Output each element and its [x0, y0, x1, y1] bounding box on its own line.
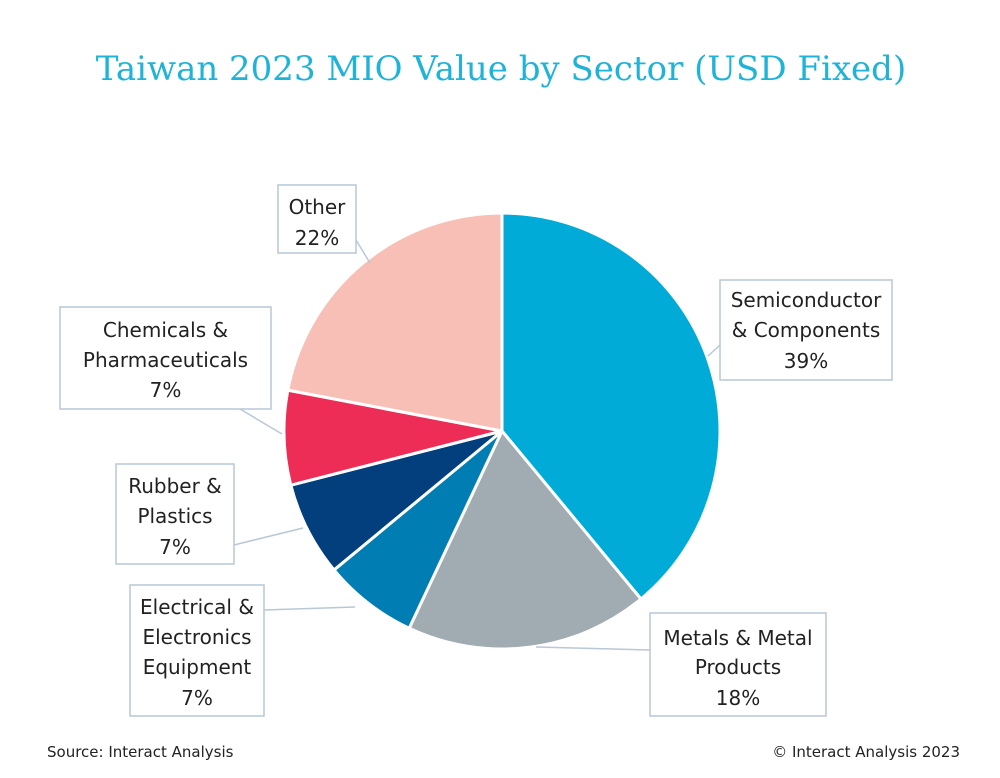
slice-label-rubber: Rubber & — [128, 474, 222, 498]
pie-slice-other — [286, 211, 504, 433]
callout-box-metals — [649, 612, 827, 717]
callout-electrical: Electrical & Electronics Equipment 7% — [129, 584, 356, 717]
slice-label-semi: Semiconductor — [731, 288, 882, 312]
chart-title: Taiwan 2023 MIO Value by Sector (USD Fix… — [96, 49, 906, 89]
slice-label-chemicals: Pharmaceuticals — [83, 348, 248, 372]
callout-leader-rubber — [233, 527, 304, 546]
callout-leader-other — [355, 239, 371, 264]
callout-chemicals: Chemicals & Pharmaceuticals 7% — [59, 306, 283, 435]
callout-rubber: Rubber & Plastics 7% — [115, 463, 304, 565]
slice-label-chemicals: Chemicals & — [103, 318, 228, 342]
callout-leader-electrical — [263, 606, 356, 611]
pie-slice-metals — [407, 428, 644, 651]
callout-semi: Semiconductor & Components 39% — [707, 279, 893, 381]
callout-other: Other 22% — [277, 184, 371, 264]
slice-label-metals: Metals & Metal — [663, 626, 812, 650]
slice-label-rubber: Plastics — [137, 504, 212, 528]
callout-leader-metals — [535, 646, 651, 651]
callout-box-semi — [719, 279, 893, 381]
callout-box-rubber — [115, 463, 235, 565]
callout-leader-chemicals — [239, 408, 283, 435]
pie-callouts: Semiconductor & Components 39% Metals & Met… — [59, 184, 893, 717]
callout-box-chemicals — [59, 306, 272, 410]
slice-value-rubber: 7% — [159, 535, 191, 559]
slice-value-electrical: 7% — [181, 686, 213, 710]
callout-leader-semi — [707, 344, 721, 357]
slice-label-electrical: Equipment — [143, 655, 252, 679]
slice-label-metals: Products — [695, 655, 781, 679]
slice-value-metals: 18% — [716, 686, 760, 710]
pie-slice-semi — [500, 211, 722, 602]
callout-box-other — [277, 184, 357, 254]
slice-value-chemicals: 7% — [150, 378, 182, 402]
pie-slices — [282, 211, 722, 651]
slice-label-electrical: Electronics — [142, 625, 251, 649]
slice-label-semi: & Components — [732, 318, 881, 342]
slice-label-electrical: Electrical & — [140, 595, 254, 619]
callout-box-electrical — [129, 584, 265, 717]
callout-metals: Metals & Metal Products 18% — [535, 612, 827, 717]
copyright-note: © Interact Analysis 2023 — [772, 743, 960, 761]
slice-value-semi: 39% — [784, 349, 828, 373]
slice-label-other: Other — [289, 195, 347, 219]
slice-value-other: 22% — [295, 226, 339, 250]
source-note: Source: Interact Analysis — [47, 743, 234, 761]
